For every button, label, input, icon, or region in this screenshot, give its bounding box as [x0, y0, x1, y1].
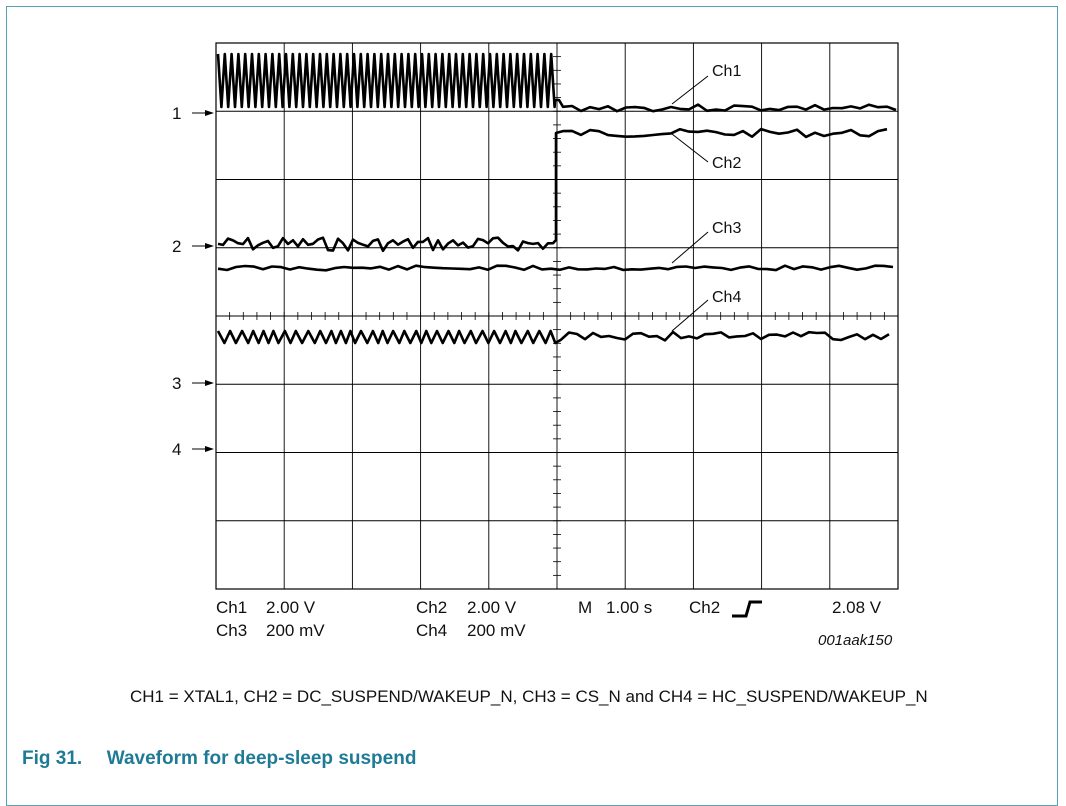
callout-line	[671, 75, 709, 105]
ch4-label: Ch4	[416, 621, 448, 640]
ch3-trace	[217, 264, 894, 272]
trace-label-ch1: Ch1	[712, 63, 741, 80]
ch2-trace	[217, 127, 888, 253]
trace-callouts: Ch1 Ch2 Ch3 Ch4	[671, 63, 741, 332]
channel-marker-label: 4	[172, 440, 181, 459]
ch4-scale: 200 mV	[467, 621, 526, 640]
trigger-level: 2.08 V	[832, 598, 882, 617]
ch3-scale: 200 mV	[266, 621, 325, 640]
channel-marker-label: 3	[172, 374, 181, 393]
mode-label: M	[578, 598, 593, 617]
ch1-scale: 2.00 V	[266, 598, 316, 617]
caption-number: Fig 31.	[22, 748, 83, 769]
channel-marker-label: 2	[172, 237, 181, 256]
timebase-value: 1.00 s	[606, 598, 653, 617]
trace-label-ch4: Ch4	[712, 289, 741, 306]
ch1-trace	[216, 52, 897, 113]
ch2-scale: 2.00 V	[467, 598, 517, 617]
channel-marker-arrow	[205, 110, 214, 116]
figure-caption: Fig 31. Waveform for deep-sleep suspend	[22, 748, 416, 770]
waveform-traces	[216, 52, 897, 345]
channel-marker-arrow	[205, 380, 214, 386]
ch3-label: Ch3	[216, 621, 248, 640]
caption-title: Waveform for deep-sleep suspend	[106, 748, 417, 769]
channel-markers: 1 2 3 4	[172, 104, 214, 459]
oscilloscope-plot: 1 2 3 4 Ch1 Ch2 Ch3 Ch4	[172, 42, 899, 590]
channel-legend: CH1 = XTAL1, CH2 = DC_SUSPEND/WAKEUP_N, …	[130, 687, 928, 706]
trigger-channel: Ch2	[689, 598, 721, 617]
trace-label-ch3: Ch3	[712, 220, 741, 237]
ch4-trace	[216, 329, 890, 345]
rising-edge-icon	[732, 600, 762, 618]
callout-line	[671, 231, 709, 264]
callout-line	[671, 133, 709, 163]
channel-marker-arrow	[205, 243, 214, 249]
ch1-label: Ch1	[216, 598, 248, 617]
ch2-label: Ch2	[416, 598, 448, 617]
figure-id: 001aak150	[818, 632, 893, 649]
channel-marker-arrow	[205, 446, 214, 452]
callout-line	[671, 299, 709, 332]
channel-marker-label: 1	[172, 104, 181, 123]
trace-label-ch2: Ch2	[712, 155, 741, 172]
graticule-ticks	[229, 56, 885, 576]
